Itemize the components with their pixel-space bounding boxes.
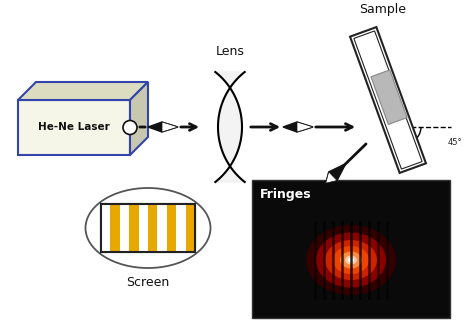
Bar [110, 204, 120, 252]
Polygon shape [162, 122, 178, 132]
Polygon shape [130, 82, 148, 155]
Ellipse shape [85, 188, 210, 268]
Polygon shape [297, 122, 313, 132]
Bar [129, 204, 138, 252]
Bar [167, 204, 176, 252]
Bar [186, 204, 195, 252]
Polygon shape [18, 100, 130, 155]
Ellipse shape [316, 233, 386, 287]
Polygon shape [350, 27, 426, 173]
Text: Fringes: Fringes [260, 188, 311, 201]
Polygon shape [215, 72, 245, 182]
Text: Sample: Sample [359, 3, 407, 16]
Polygon shape [354, 31, 422, 169]
Ellipse shape [306, 225, 396, 295]
Polygon shape [162, 122, 178, 132]
Bar [252, 180, 450, 318]
Bar [101, 204, 195, 252]
Circle shape [123, 121, 137, 134]
Text: 45°: 45° [448, 138, 463, 147]
Ellipse shape [340, 251, 362, 269]
Polygon shape [283, 122, 297, 132]
Text: Lens: Lens [216, 45, 245, 58]
Ellipse shape [348, 258, 354, 262]
Text: He-Ne Laser: He-Ne Laser [38, 122, 110, 133]
Bar [157, 204, 167, 252]
Polygon shape [18, 82, 148, 100]
Bar [101, 204, 195, 252]
Ellipse shape [333, 246, 369, 274]
Polygon shape [297, 122, 313, 132]
Bar [101, 204, 110, 252]
Polygon shape [371, 70, 407, 124]
Bar [120, 204, 129, 252]
Polygon shape [148, 122, 162, 132]
Ellipse shape [325, 240, 377, 280]
Ellipse shape [345, 256, 357, 264]
Text: Screen: Screen [127, 276, 170, 289]
Bar [138, 204, 148, 252]
Bar [148, 204, 157, 252]
Polygon shape [326, 172, 337, 183]
Bar [176, 204, 186, 252]
Polygon shape [326, 172, 337, 183]
Polygon shape [328, 164, 346, 180]
